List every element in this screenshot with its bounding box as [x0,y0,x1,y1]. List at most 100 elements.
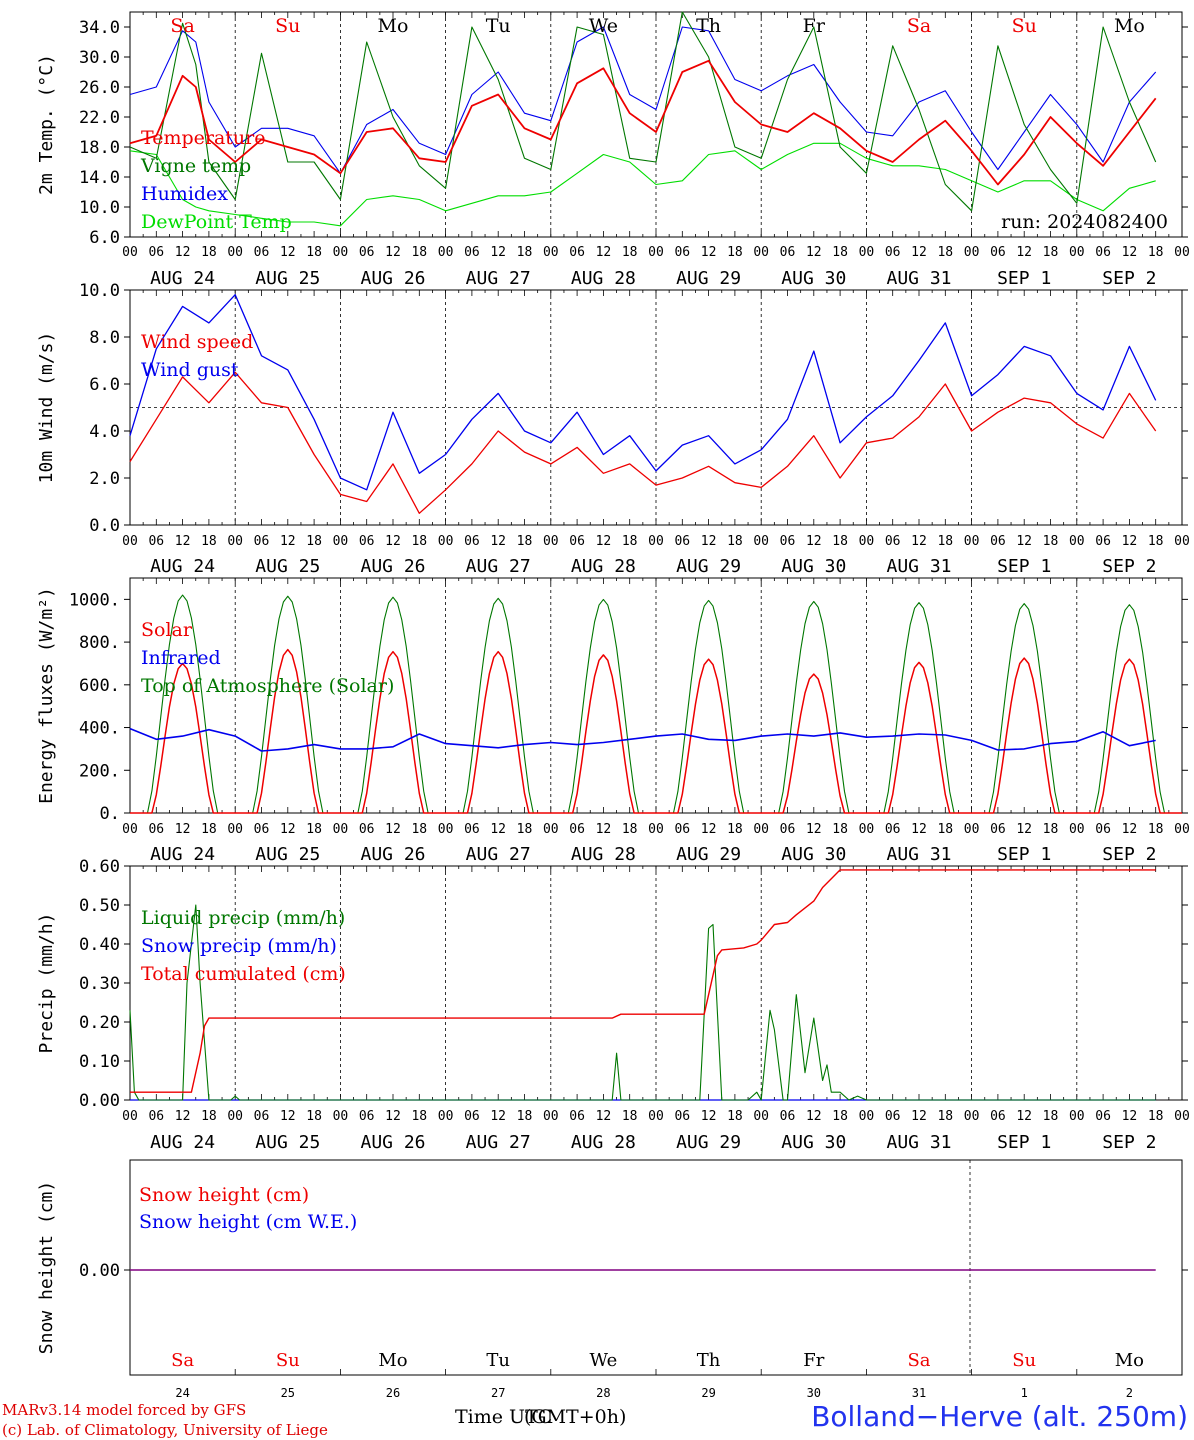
temp-hour-label: 12 [1016,245,1032,260]
energy-series-infrared [129,727,1156,752]
temp-weekday-label: Tu [486,15,511,37]
energy-hour-label: 06 [990,822,1006,837]
temp-ytick-label: 18.0 [79,138,120,158]
energy-date-label: AUG 29 [676,844,741,865]
precip-hour-label: 06 [674,1109,690,1124]
precip-date-label: AUG 29 [676,1132,741,1153]
wind-hour-label: 18 [201,534,217,549]
precip-hour-label: 18 [411,1109,427,1124]
snow-weekday-label: Sa [907,1350,930,1371]
wind-legend-1: Wind gust [141,359,239,381]
precip-hour-label: 18 [937,1109,953,1124]
wind-hour-label: 00 [543,534,559,549]
wind-hour-label: 18 [411,534,427,549]
temp-hour-label: 06 [569,245,585,260]
precip-ytick-label: 0.40 [79,935,120,955]
precip-date-label: AUG 28 [571,1132,636,1153]
time-axis-label-overprint: (GMT+0h) [524,1406,627,1428]
energy-hour-label: 00 [859,822,875,837]
energy-hour-label: 06 [1095,822,1111,837]
wind-hour-label: 18 [832,534,848,549]
precip-hour-label: 06 [148,1109,164,1124]
precip-hour-label: 06 [359,1109,375,1124]
snow-weekday-label: Th [697,1350,721,1371]
precip-hour-label: 18 [1043,1109,1059,1124]
wind-hour-label: 12 [280,534,296,549]
wind-hour-label: 06 [569,534,585,549]
temp-ytick-label: 30.0 [79,48,120,68]
precip-hour-label: 18 [1148,1109,1164,1124]
precip-hour-label: 06 [990,1109,1006,1124]
temp-ytick-label: 22.0 [79,108,120,128]
energy-hour-label: 06 [464,822,480,837]
wind-hour-label: 06 [780,534,796,549]
temp-ytick-label: 6.0 [89,228,120,248]
energy-hour-label: 06 [885,822,901,837]
energy-hour-label: 18 [1043,822,1059,837]
temp-weekday-label: We [589,15,618,37]
wind-hour-label: 06 [254,534,270,549]
temp-hour-label: 06 [780,245,796,260]
energy-hour-label: 00 [753,822,769,837]
wind-hour-label: 00 [438,534,454,549]
precip-hour-label: 06 [780,1109,796,1124]
energy-date-label: SEP 2 [1102,844,1156,865]
snow-legend-0: Snow height (cm) [139,1184,309,1206]
temp-hour-label: 12 [596,245,612,260]
wind-ytick-label: 10.0 [79,281,120,301]
wind-hour-label: 00 [859,534,875,549]
energy-ytick-label: 1000. [69,590,120,610]
temp-hour-label: 18 [411,245,427,260]
energy-hour-label: 12 [701,822,717,837]
wind-date-label: AUG 29 [676,556,741,577]
energy-date-label: SEP 1 [997,844,1051,865]
wind-hour-label: 18 [937,534,953,549]
energy-hour-label: 06 [780,822,796,837]
temp-hour-label: 00 [859,245,875,260]
energy-legend-2: Top of Atmosphere (Solar) [141,675,394,697]
snow-ytick-label: 0.00 [79,1261,120,1281]
precip-ylabel: Precip (mm/h) [36,913,57,1054]
precip-date-label: AUG 26 [360,1132,425,1153]
energy-hour-label: 00 [648,822,664,837]
temp-hour-label: 18 [622,245,638,260]
energy-ytick-label: 600. [79,676,120,696]
snow-date-number: 31 [912,1386,926,1400]
precip-hour-label: 12 [701,1109,717,1124]
temp-hour-label: 00 [543,245,559,260]
wind-date-label: AUG 26 [360,556,425,577]
wind-ytick-label: 8.0 [89,328,120,348]
snow-date-number: 27 [491,1386,505,1400]
precip-hour-label: 00 [648,1109,664,1124]
precip-hour-label: 12 [280,1109,296,1124]
snow-weekday-label: Sa [171,1350,194,1371]
energy-hour-label: 06 [569,822,585,837]
temp-weekday-label: Th [696,15,721,37]
precip-hour-label: 12 [806,1109,822,1124]
temp-hour-label: 12 [280,245,296,260]
temp-hour-label: 06 [885,245,901,260]
precip-legend-0: Liquid precip (mm/h) [141,907,345,929]
precip-date-label: AUG 24 [150,1132,215,1153]
wind-hour-label: 06 [359,534,375,549]
precip-hour-label: 00 [122,1109,138,1124]
wind-hour-label: 00 [227,534,243,549]
temp-hour-label: 06 [254,245,270,260]
precip-date-label: AUG 25 [255,1132,320,1153]
precip-hour-label: 06 [569,1109,585,1124]
precip-hour-label: 00 [859,1109,875,1124]
precip-hour-label: 06 [254,1109,270,1124]
temp-series-temperature [129,59,1157,186]
time-axis-label-text: Time UTC [455,1406,553,1428]
temp-date-label: AUG 31 [886,268,951,289]
wind-hour-label: 12 [385,534,401,549]
energy-hour-label: 18 [201,822,217,837]
snow-date-number: 26 [386,1386,400,1400]
wind-date-label: AUG 28 [571,556,636,577]
precip-date-label: AUG 31 [886,1132,951,1153]
energy-hour-label: 00 [122,822,138,837]
temp-hour-label: 00 [1069,245,1085,260]
temp-hour-label: 18 [201,245,217,260]
energy-hour-label: 12 [280,822,296,837]
temp-hour-label: 06 [464,245,480,260]
